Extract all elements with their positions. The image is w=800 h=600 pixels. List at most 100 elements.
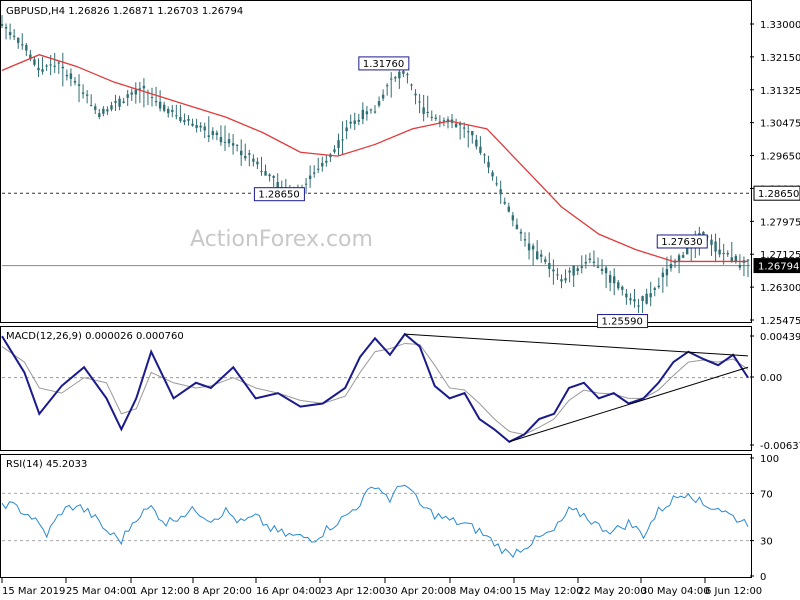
- candle-body: [57, 62, 60, 64]
- candle-body: [385, 85, 389, 87]
- macd-y-tick-label: 0.00439: [760, 332, 800, 343]
- candle-body: [333, 149, 336, 152]
- candle-body: [187, 118, 190, 121]
- candle-body: [649, 293, 652, 298]
- candle-body: [134, 89, 137, 95]
- candle-body: [588, 258, 592, 261]
- candle-body: [65, 74, 69, 77]
- rsi-panel-frame: [0, 454, 752, 578]
- candle-body: [114, 100, 117, 103]
- candle-body: [434, 117, 438, 119]
- candle-body: [454, 123, 458, 128]
- candle-body: [617, 282, 620, 289]
- right-price-tag-text: 1.26794: [758, 262, 799, 273]
- candle-body: [677, 255, 681, 263]
- candle-body: [317, 168, 320, 170]
- candle-body: [102, 108, 105, 114]
- candle-body: [499, 189, 502, 195]
- candle-body: [511, 215, 515, 221]
- candle-body: [422, 107, 425, 114]
- watermark: ActionForex.com: [190, 227, 373, 252]
- candle-body: [357, 119, 360, 122]
- candle-body: [17, 37, 20, 43]
- candle-body: [507, 206, 510, 212]
- candle-body: [353, 120, 356, 124]
- candle-body: [402, 71, 405, 74]
- price-label-text: 1.28650: [258, 190, 299, 201]
- moving-average-line: [1, 54, 748, 263]
- candle-body: [657, 285, 661, 288]
- candle-body: [21, 44, 24, 46]
- candle-body: [142, 85, 146, 89]
- rsi-lines: [1, 484, 750, 558]
- right-price-tag: [753, 185, 800, 201]
- candle-body: [8, 32, 12, 36]
- candle-body: [548, 262, 551, 269]
- candle-body: [718, 249, 721, 255]
- y-tick-label: 1.30475: [760, 119, 800, 130]
- candle-body: [600, 268, 604, 272]
- candle-body: [471, 130, 474, 136]
- candle-body: [349, 121, 352, 124]
- candle-body: [138, 88, 142, 90]
- candle-body: [710, 239, 713, 245]
- price-label-text: 1.25590: [602, 317, 643, 328]
- rsi-y-axis: 100 70 30 0: [750, 454, 779, 583]
- candle-body: [540, 254, 543, 257]
- candle-body: [426, 112, 429, 114]
- candle-body: [734, 255, 738, 262]
- candle-body: [410, 84, 413, 86]
- candle-body: [458, 123, 462, 126]
- candle-body: [69, 73, 73, 79]
- candle-body: [337, 140, 340, 148]
- candle-body: [738, 265, 742, 268]
- candle-body: [726, 253, 729, 255]
- candle-body: [398, 71, 401, 79]
- x-tick-label: 15 May 12:00: [514, 586, 583, 597]
- x-tick-label: 30 May 04:00: [641, 586, 710, 597]
- candle-body: [256, 161, 259, 165]
- price-label-text: 1.31760: [363, 59, 404, 70]
- candle-body: [519, 231, 523, 234]
- candle-body: [264, 171, 267, 176]
- candle-body: [61, 66, 65, 69]
- candle-body: [560, 279, 563, 282]
- candle-body: [12, 35, 16, 37]
- candle-body: [37, 67, 40, 71]
- candle-body: [215, 132, 219, 135]
- candle-body: [244, 155, 247, 159]
- candle-body: [613, 276, 616, 284]
- candle-body: [394, 77, 397, 79]
- candle-body: [0, 24, 4, 26]
- candle-body: [483, 154, 486, 156]
- candle-body: [268, 174, 271, 177]
- candle-body: [580, 266, 583, 268]
- candle-body: [207, 135, 210, 137]
- candle-body: [381, 94, 385, 99]
- candle-body: [94, 106, 97, 110]
- candle-body: [53, 65, 56, 67]
- y-tick-label: 1.27975: [760, 217, 800, 228]
- candle-body: [98, 113, 101, 117]
- candle-body: [479, 146, 482, 153]
- candle-body: [604, 267, 608, 274]
- x-tick-label: 22 May 20:00: [578, 586, 647, 597]
- candle-body: [625, 293, 628, 298]
- rsi-y-tick-label: 30: [760, 537, 773, 548]
- candle-body: [272, 175, 275, 178]
- candle-body: [49, 64, 52, 66]
- price-label-box: [253, 187, 305, 202]
- candle-body: [442, 120, 446, 122]
- candle-body: [487, 161, 490, 168]
- x-tick-label: 8 Apr 20:00: [193, 586, 252, 597]
- candle-body: [653, 288, 656, 290]
- candle-body: [167, 109, 170, 114]
- candle-body: [231, 143, 235, 146]
- x-tick-label: 30 Apr 20:00: [385, 586, 450, 597]
- macd-trendline: [404, 333, 749, 357]
- candle-body: [535, 251, 539, 260]
- price-panel-header: GBPUSD,H4 1.26826 1.26871 1.26703 1.2679…: [6, 6, 243, 17]
- candle-body: [81, 92, 85, 94]
- candle-body: [418, 101, 421, 103]
- price-y-axis: 1.330001.321501.313251.304751.296501.288…: [750, 20, 800, 327]
